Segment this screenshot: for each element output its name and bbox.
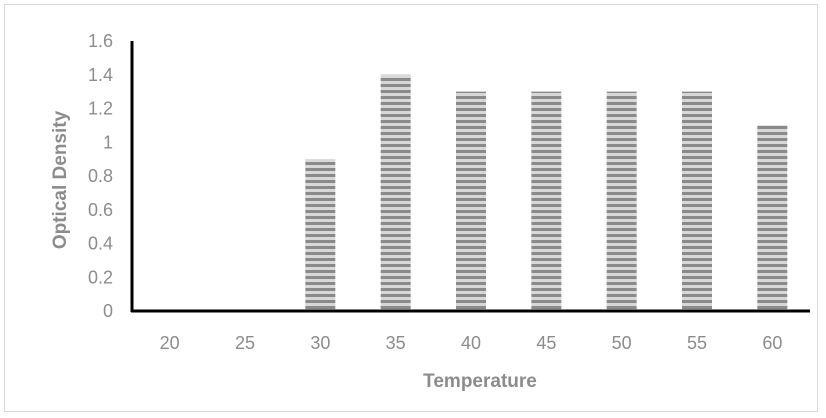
y-tick-label: 0 [103, 301, 113, 321]
bar [757, 125, 788, 311]
x-tick-label: 50 [612, 333, 632, 353]
x-tick-label: 45 [536, 333, 556, 353]
y-tick-label: 1.4 [88, 65, 113, 85]
x-axis-title: Temperature [423, 371, 537, 392]
bar [305, 159, 336, 311]
x-tick-label: 20 [160, 333, 180, 353]
y-tick-label: 1 [103, 132, 113, 152]
bars [305, 74, 788, 311]
y-tick-label: 1.2 [88, 99, 113, 119]
y-tick-label: 1.6 [88, 31, 113, 51]
y-tick-labels: 0 0.2 0.4 0.6 0.8 1 1.2 1.4 1.6 [88, 31, 113, 321]
y-tick-label: 0.2 [88, 267, 113, 287]
x-tick-label: 25 [235, 333, 255, 353]
bar [606, 91, 637, 311]
x-tick-label: 35 [386, 333, 406, 353]
x-tick-label: 60 [762, 333, 782, 353]
x-tick-label: 55 [687, 333, 707, 353]
bar [380, 74, 411, 311]
y-tick-label: 0.6 [88, 200, 113, 220]
bar [531, 91, 562, 311]
y-tick-label: 0.8 [88, 166, 113, 186]
x-tick-label: 30 [310, 333, 330, 353]
bar [456, 91, 486, 311]
bar [682, 91, 712, 311]
x-tick-labels: 20 25 30 35 40 45 50 55 60 [160, 333, 783, 353]
x-tick-label: 40 [461, 333, 481, 353]
y-tick-label: 0.4 [88, 234, 113, 254]
y-axis-title: Optical Density [50, 110, 71, 249]
